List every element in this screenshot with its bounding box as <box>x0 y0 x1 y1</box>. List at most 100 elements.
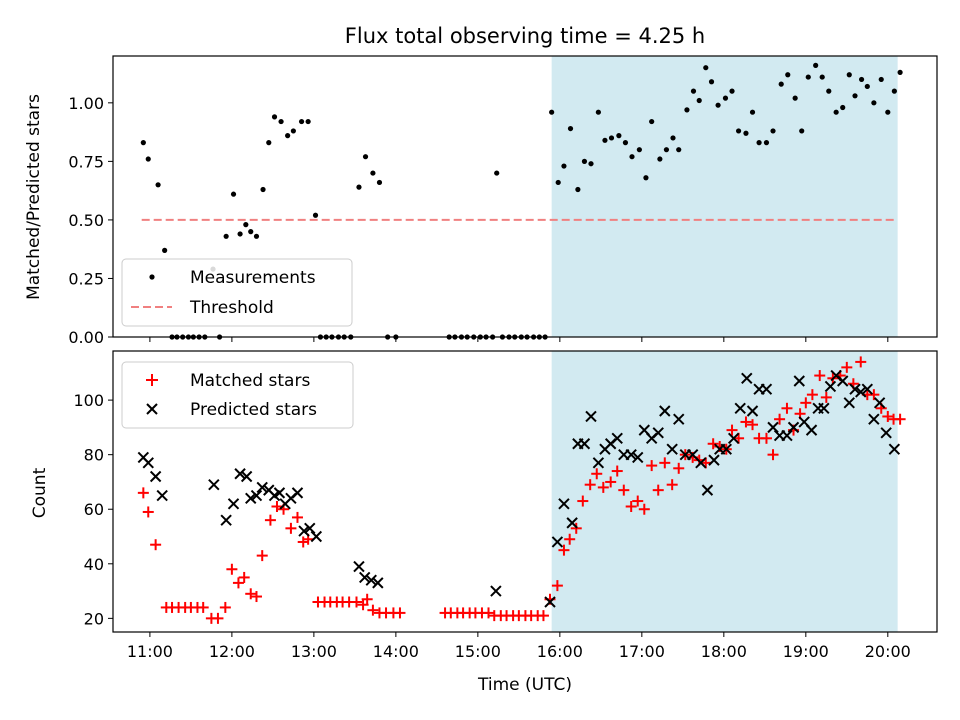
predicted-point <box>149 470 162 483</box>
matched-point <box>632 495 644 507</box>
measurement-point <box>792 95 798 101</box>
measurement-point <box>708 79 715 85</box>
matched-point <box>707 438 719 450</box>
x-tick-label: 17:00 <box>619 642 665 661</box>
measurement-point <box>763 140 770 146</box>
predicted-point <box>585 410 597 423</box>
matched-point <box>271 501 283 513</box>
measurement-point <box>799 128 805 134</box>
measurement-point <box>749 109 756 115</box>
measurement-point <box>858 76 865 83</box>
measurement-point <box>237 231 243 237</box>
predicted-point <box>490 585 502 597</box>
matched-point <box>882 410 894 422</box>
predicted-point <box>787 421 800 434</box>
measurement-point <box>223 233 229 239</box>
predicted-point <box>310 530 323 543</box>
predicted-point <box>592 457 605 469</box>
x-tick-label: 20:00 <box>865 642 911 661</box>
measurement-point <box>622 140 629 146</box>
measurement-point <box>657 156 663 162</box>
predicted-point <box>824 380 837 393</box>
predicted-point <box>234 468 246 480</box>
bottom-y-ticks: 20 40 60 80 100 <box>73 391 113 628</box>
measurement-point <box>743 130 749 136</box>
predicted-point <box>695 457 707 469</box>
matched-point <box>394 607 406 619</box>
predicted-point <box>708 454 720 466</box>
measurement-point <box>826 88 832 94</box>
matched-point <box>774 413 786 425</box>
x-tick-label: 11:00 <box>127 642 173 661</box>
y-tick-label: 100 <box>73 391 104 410</box>
legend-matched-label: Matched stars <box>190 371 310 391</box>
matched-point <box>652 484 664 496</box>
top-axes-frame <box>112 55 938 338</box>
predicted-point <box>666 443 678 455</box>
measurement-point <box>715 102 721 108</box>
matched-point <box>611 465 623 477</box>
measurement-point <box>864 83 870 90</box>
measurement-point <box>230 191 237 197</box>
predicted-point <box>855 386 867 398</box>
matched-point <box>285 522 297 534</box>
predicted-point <box>372 577 384 589</box>
matched-point <box>894 413 906 425</box>
y-tick-label: 0.75 <box>68 152 104 171</box>
measurement-point <box>649 118 655 125</box>
measurement-point <box>616 133 622 139</box>
predicted-point <box>888 443 901 455</box>
measurement-point <box>588 161 594 167</box>
measurement-point <box>602 137 608 143</box>
predicted-point <box>365 574 377 586</box>
matched-point <box>740 416 752 428</box>
measurement-point <box>676 147 682 153</box>
matched-point <box>256 550 268 562</box>
measurement-point <box>636 147 642 153</box>
measurement-point <box>561 163 567 169</box>
predicted-point <box>566 517 578 529</box>
measurement-point <box>567 125 574 132</box>
measurement-point <box>663 147 670 153</box>
measurement-point <box>885 109 891 115</box>
matched-point <box>597 481 609 493</box>
predicted-point <box>256 481 268 494</box>
measurement-point <box>735 128 742 134</box>
matched-point <box>800 397 812 409</box>
measurement-point <box>356 184 362 190</box>
matched-point <box>584 479 596 491</box>
matched-point <box>483 607 495 619</box>
measurement-point <box>684 107 690 113</box>
measurement-point <box>145 156 151 162</box>
predicted-point <box>359 571 371 584</box>
measurement-point <box>243 222 249 228</box>
legend-predicted-label: Predicted stars <box>190 400 317 420</box>
predicted-point <box>837 375 849 387</box>
matched-point <box>558 544 570 556</box>
predicted-point <box>142 457 154 469</box>
top-legend[interactable]: Measurements Threshold <box>121 258 353 327</box>
y-tick-label: 0.00 <box>68 328 104 347</box>
top-legend-box <box>121 258 353 327</box>
matched-point <box>197 601 209 613</box>
predicted-point <box>156 489 168 502</box>
measurement-point <box>852 93 858 99</box>
matched-point <box>605 476 617 488</box>
predicted-point <box>849 383 861 395</box>
measurement-point <box>271 114 278 120</box>
bottom-legend[interactable]: Matched stars Predicted stars <box>121 361 354 429</box>
x-tick-label: 18:00 <box>701 642 747 661</box>
x-axis-label: Time (UTC) <box>477 675 572 695</box>
bottom-axes-frame <box>112 350 938 633</box>
bottom-y-axis-label: Count <box>30 467 50 518</box>
measurement-point <box>298 118 305 125</box>
predicted-point <box>720 443 732 455</box>
bottom-x-ticks: 11:00 12:00 13:00 14:00 15:00 16:00 17:00 18:00… <box>127 632 911 661</box>
predicted-point <box>880 427 892 439</box>
predicted-point <box>746 405 759 417</box>
matched-point <box>577 495 589 507</box>
matched-point <box>760 432 772 444</box>
measurement-point <box>729 88 735 94</box>
x-tick-label: 13:00 <box>291 642 337 661</box>
predicted-point <box>273 487 286 499</box>
